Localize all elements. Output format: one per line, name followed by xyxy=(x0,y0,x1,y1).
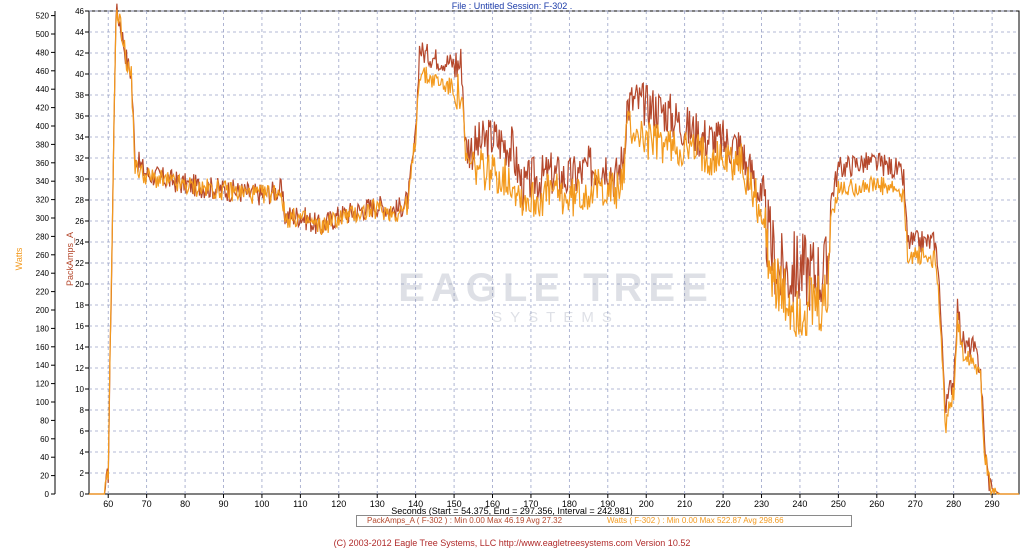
y-right-tick-label: 38 xyxy=(75,91,84,100)
x-axis-label: Seconds (Start = 54.375, End = 297.356, … xyxy=(391,506,633,516)
x-tick-label: 80 xyxy=(180,499,190,509)
y-left-tick-label: 140 xyxy=(36,361,50,370)
y-left-tick-label: 20 xyxy=(40,472,49,481)
y-right-tick-label: 44 xyxy=(75,28,84,37)
y-left-tick-label: 520 xyxy=(36,12,50,21)
y-left-tick-label: 460 xyxy=(36,67,50,76)
y-right-tick-label: 46 xyxy=(75,7,84,16)
y-right-tick-label: 36 xyxy=(75,112,84,121)
x-tick-label: 180 xyxy=(562,499,577,509)
y-left-tick-label: 500 xyxy=(36,30,50,39)
y-right-tick-label: 30 xyxy=(75,175,84,184)
y-right-tick-label: 26 xyxy=(75,217,84,226)
y-left-tick-label: 0 xyxy=(45,490,50,499)
y-left-tick-label: 240 xyxy=(36,269,50,278)
y-right-tick-label: 20 xyxy=(75,280,84,289)
y-left-tick-label: 220 xyxy=(36,288,50,297)
x-tick-label: 200 xyxy=(639,499,654,509)
x-tick-label: 210 xyxy=(677,499,692,509)
x-tick-label: 70 xyxy=(142,499,152,509)
y-left-tick-label: 340 xyxy=(36,177,50,186)
x-tick-label: 90 xyxy=(218,499,228,509)
y-left-tick-label: 400 xyxy=(36,122,50,131)
y-left-tick-label: 320 xyxy=(36,196,50,205)
y-right-tick-label: 18 xyxy=(75,301,84,310)
legend: PackAmps_A ( F-302 ) : Min 0.00 Max 46.1… xyxy=(356,515,852,527)
x-tick-label: 190 xyxy=(600,499,615,509)
series-line-watts xyxy=(89,9,1019,497)
y-left-tick-label: 360 xyxy=(36,159,50,168)
y-right-tick-label: 32 xyxy=(75,154,84,163)
x-tick-label: 160 xyxy=(485,499,500,509)
y-right-tick-label: 16 xyxy=(75,322,84,331)
footer-copyright: (C) 2003-2012 Eagle Tree Systems, LLC ht… xyxy=(333,538,691,548)
x-tick-label: 110 xyxy=(293,499,307,509)
x-tick-label: 150 xyxy=(447,499,462,509)
x-tick-label: 260 xyxy=(869,499,884,509)
y-left-tick-label: 60 xyxy=(40,435,49,444)
x-tick-label: 240 xyxy=(792,499,807,509)
y-right-tick-label: 8 xyxy=(80,406,85,415)
y-left-tick-label: 80 xyxy=(40,416,49,425)
y-right-tick-label: 6 xyxy=(80,427,85,436)
y-right-label: PackAmps_A xyxy=(65,231,75,287)
y-right-tick-label: 0 xyxy=(80,490,85,499)
grid-lines xyxy=(89,10,1019,494)
x-tick-label: 290 xyxy=(985,499,1000,509)
x-tick-label: 250 xyxy=(831,499,846,509)
series-group xyxy=(89,3,1019,497)
y-right-tick-label: 14 xyxy=(75,343,84,352)
y-right-tick-label: 2 xyxy=(80,469,85,478)
page-title: File : Untitled Session: F-302 . xyxy=(451,1,573,11)
y-right-tick-label: 24 xyxy=(75,238,84,247)
y-right-tick-label: 22 xyxy=(75,259,84,268)
x-tick-label: 120 xyxy=(331,499,346,509)
y-left-tick-label: 40 xyxy=(40,453,49,462)
y-left-tick-label: 300 xyxy=(36,214,50,223)
x-tick-label: 220 xyxy=(716,499,731,509)
y-left-tick-label: 260 xyxy=(36,251,50,260)
axis-ticks: 60 70 80 90 100 110 120 130 140 150 160 170 180 190 20… xyxy=(36,7,1000,509)
legend-packamps: PackAmps_A ( F-302 ) : Min 0.00 Max 46.1… xyxy=(367,516,563,525)
watermark-text-2: SYSTEMS xyxy=(492,309,620,326)
x-tick-label: 140 xyxy=(408,499,423,509)
y-left-tick-label: 120 xyxy=(36,380,50,389)
x-tick-label: 100 xyxy=(254,499,269,509)
y-left-tick-label: 200 xyxy=(36,306,50,315)
x-tick-label: 230 xyxy=(754,499,769,509)
watermark: EAGLE TREE SYSTEMS xyxy=(398,266,714,326)
y-right-tick-label: 4 xyxy=(80,448,85,457)
x-tick-label: 280 xyxy=(946,499,961,509)
legend-watts: Watts ( F-302 ) : Min 0.00 Max 522.87 Av… xyxy=(607,516,784,525)
plot-area xyxy=(88,10,1020,495)
y-right-tick-label: 42 xyxy=(75,49,84,58)
y-right-tick-label: 12 xyxy=(75,364,84,373)
y-left-tick-label: 480 xyxy=(36,48,50,57)
x-tick-label: 170 xyxy=(523,499,538,509)
y-left-tick-label: 100 xyxy=(36,398,50,407)
y-left-tick-label: 280 xyxy=(36,232,50,241)
y-left-tick-label: 380 xyxy=(36,140,50,149)
y-left-tick-label: 440 xyxy=(36,85,50,94)
x-tick-label: 130 xyxy=(370,499,385,509)
y-right-tick-label: 40 xyxy=(75,70,84,79)
x-tick-label: 270 xyxy=(908,499,923,509)
y-left-tick-label: 420 xyxy=(36,104,50,113)
x-tick-label: 60 xyxy=(103,499,113,509)
y-right-tick-label: 10 xyxy=(75,385,84,394)
y-right-tick-label: 28 xyxy=(75,196,84,205)
y-right-tick-label: 34 xyxy=(75,133,84,142)
y-left-tick-label: 180 xyxy=(36,324,50,333)
y-left-label: Watts xyxy=(14,247,24,271)
watermark-text-1: EAGLE TREE xyxy=(398,266,714,310)
y-left-tick-label: 160 xyxy=(36,343,50,352)
